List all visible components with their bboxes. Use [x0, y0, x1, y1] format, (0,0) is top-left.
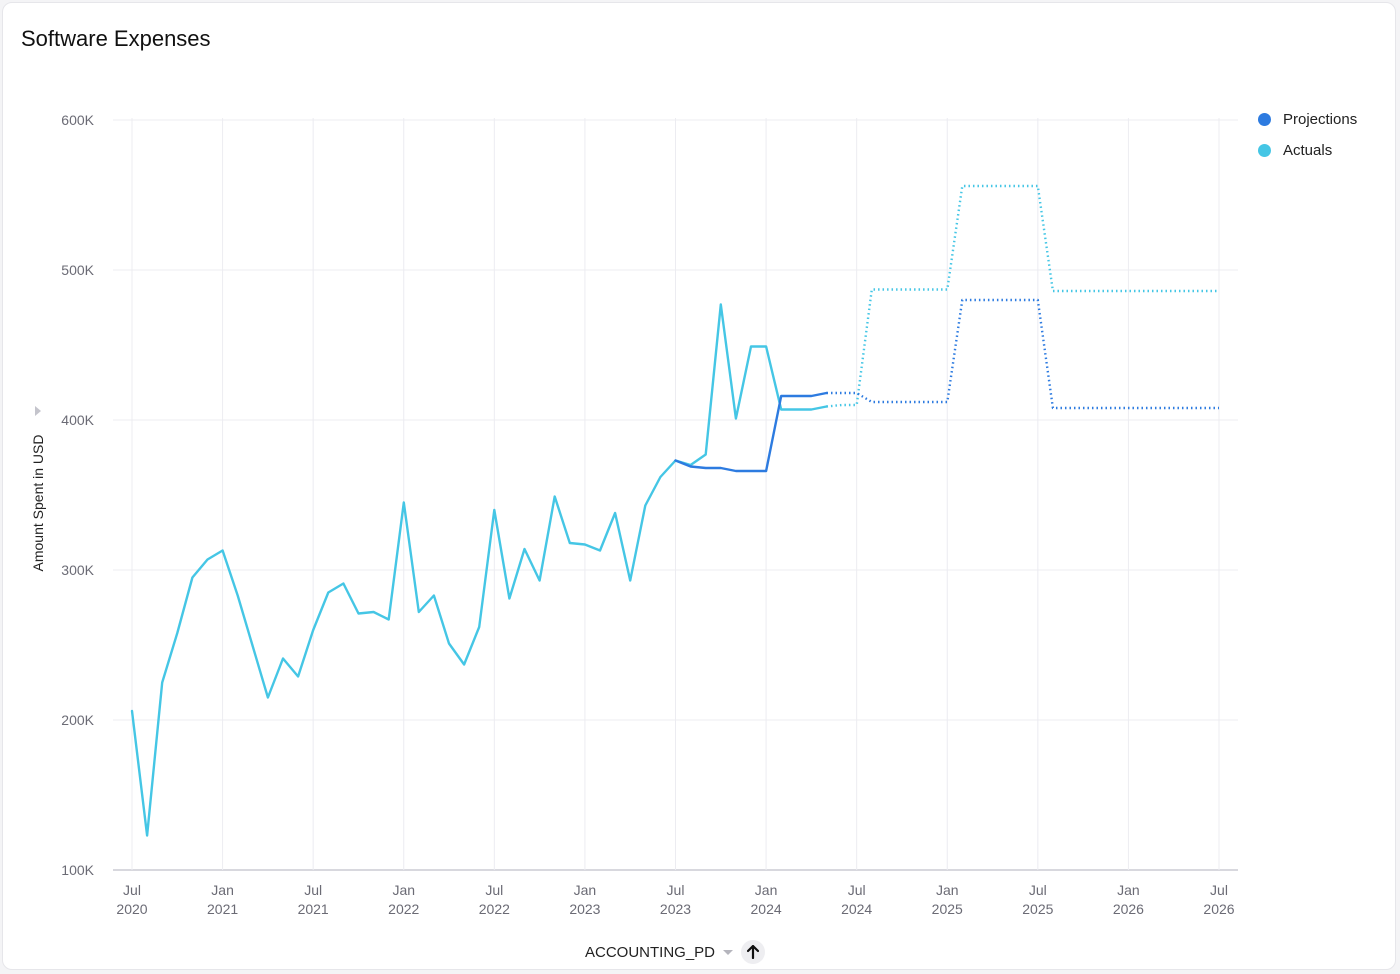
sort-ascending-button[interactable] [741, 940, 766, 964]
y-tick-label: 300K [61, 562, 94, 578]
y-tick-label: 100K [61, 862, 94, 878]
actuals-dot-icon [1258, 144, 1271, 157]
x-tick-label: 2021 [207, 901, 238, 917]
arrow-up-icon [747, 945, 760, 959]
series-line-actuals-dotted [826, 184, 1219, 408]
series-lines [130, 184, 1219, 837]
x-tick-label: Jan [392, 882, 415, 898]
y-tick-label: 200K [61, 712, 94, 728]
x-tick-label: 2024 [751, 901, 782, 917]
y-axis-title: Amount Spent in USD [30, 435, 46, 572]
x-tick-label: Jul [304, 882, 322, 898]
x-tick-label: 2021 [298, 901, 329, 917]
dropdown-caret-icon[interactable] [723, 949, 734, 955]
x-tick-label: 2024 [841, 901, 872, 917]
x-tick-label: Jul [667, 882, 685, 898]
grid-lines [113, 118, 1238, 871]
legend-label: Actuals [1283, 142, 1333, 159]
x-axis-ticks: Jul 2020 Jan 2021 Jul 2021 Jan 2022 Jul 2022 Jan 20… [116, 882, 1234, 917]
projections-dot-icon [1258, 113, 1271, 126]
x-tick-label: 2026 [1113, 901, 1144, 917]
chart-title: Software Expenses [21, 26, 211, 51]
x-tick-label: Jan [211, 882, 234, 898]
x-tick-label: 2025 [932, 901, 963, 917]
y-tick-label: 400K [61, 412, 94, 428]
x-tick-label: Jan [574, 882, 597, 898]
x-tick-label: Jul [123, 882, 141, 898]
series-line-projections-dotted [826, 298, 1219, 410]
x-tick-label: 2023 [660, 901, 691, 917]
legend: Projections Actuals [1258, 104, 1357, 166]
x-tick-label: Jul [1210, 882, 1228, 898]
x-tick-label: 2022 [388, 901, 419, 917]
x-tick-label: 2025 [1022, 901, 1053, 917]
x-tick-label: Jul [485, 882, 503, 898]
y-tick-label: 600K [61, 112, 94, 128]
x-tick-label: 2023 [569, 901, 600, 917]
series-line-projections-solid [674, 391, 828, 473]
y-tick-label: 500K [61, 262, 94, 278]
x-tick-label: Jan [1117, 882, 1140, 898]
x-tick-label: Jul [1029, 882, 1047, 898]
x-tick-label: 2022 [479, 901, 510, 917]
x-tick-label: Jul [848, 882, 866, 898]
legend-item-projections[interactable]: Projections [1258, 104, 1357, 135]
x-tick-label: Jan [755, 882, 778, 898]
y-axis-caret-icon[interactable] [35, 406, 41, 416]
x-tick-label: 2020 [116, 901, 147, 917]
x-axis-field-label[interactable]: ACCOUNTING_PD [585, 943, 716, 961]
x-tick-label: 2026 [1203, 901, 1234, 917]
legend-label: Projections [1283, 111, 1358, 128]
y-axis-ticks: 100K 200K 300K 400K 500K 600K [61, 112, 94, 878]
series-line-actuals-solid [130, 303, 828, 837]
x-axis-field-control: ACCOUNTING_PD [585, 940, 766, 964]
x-tick-label: Jan [936, 882, 959, 898]
legend-item-actuals[interactable]: Actuals [1258, 135, 1357, 166]
